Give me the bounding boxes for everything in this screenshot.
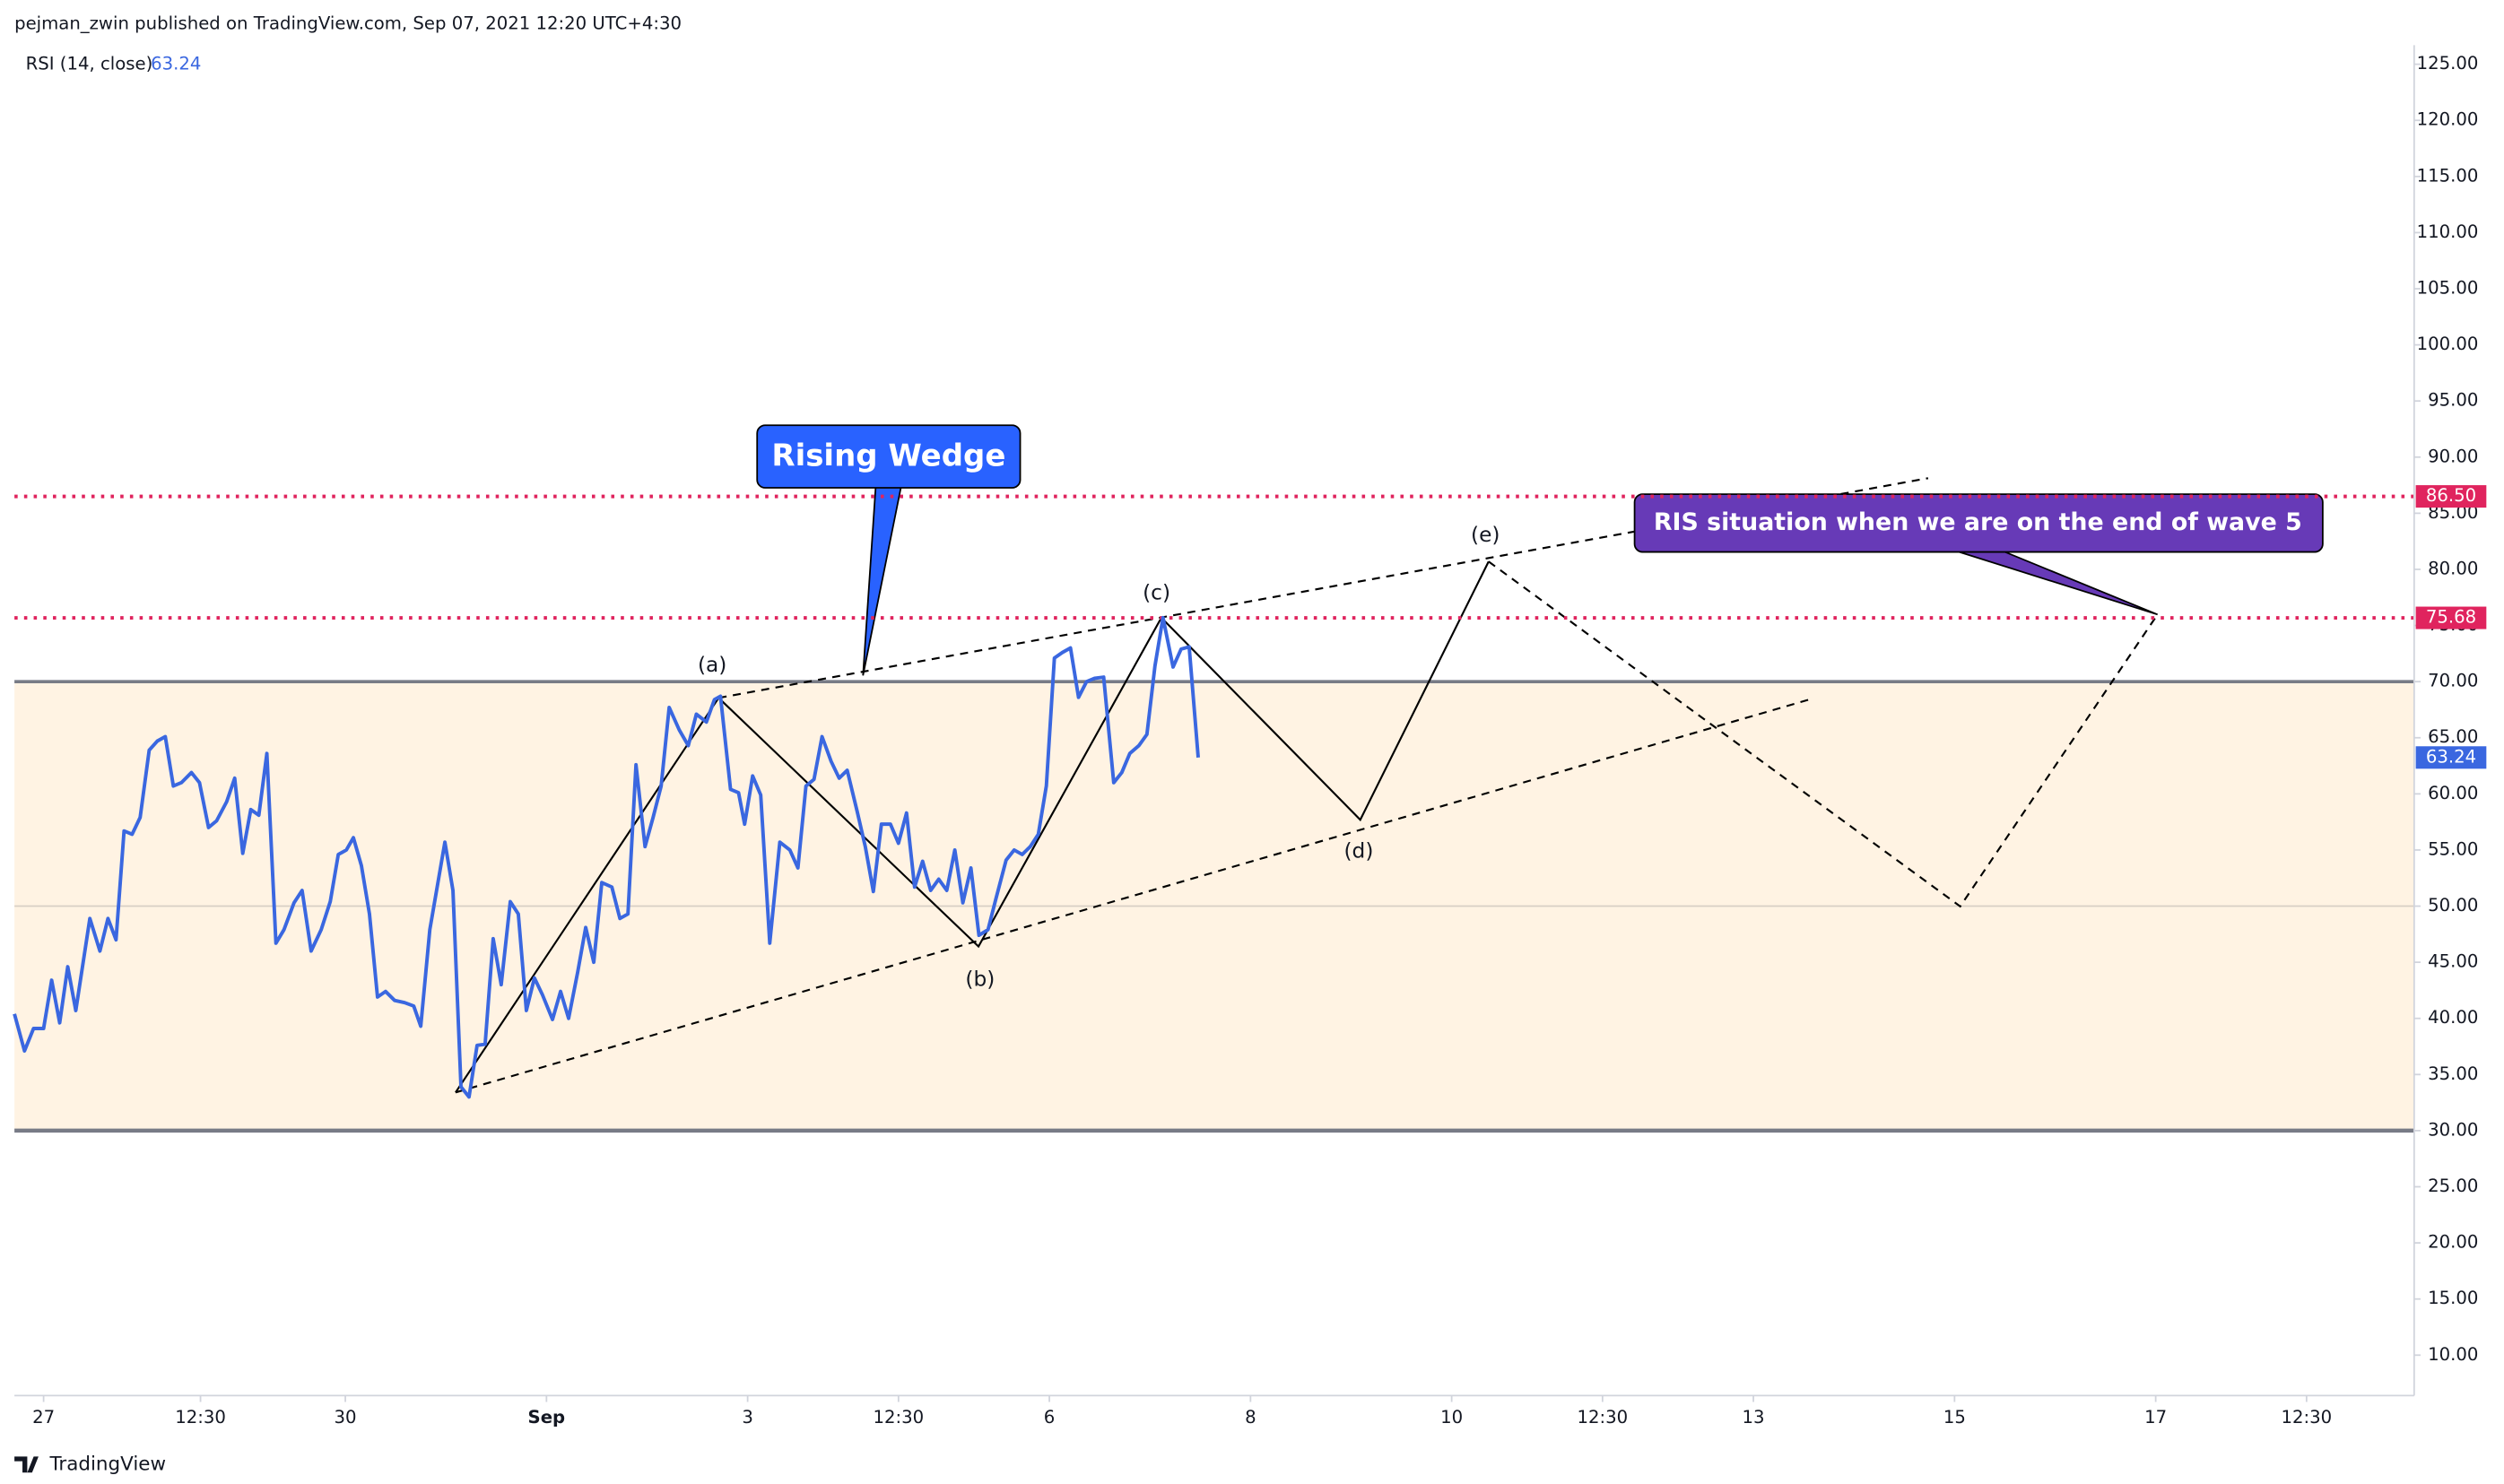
y-tick-label: 65.00 <box>2428 726 2478 747</box>
callout-text: RIS situation when we are on the end of … <box>1654 508 2302 536</box>
callout-box <box>756 424 1022 489</box>
current-tag-label: 63.24 <box>2426 746 2476 767</box>
publish-info: pejman_zwin published on TradingView.com… <box>14 13 682 34</box>
x-tick-label: 27 <box>32 1407 55 1428</box>
level-tag-label: 86.50 <box>2426 485 2476 506</box>
wedge-callout: Rising Wedge <box>756 424 1022 676</box>
x-tick-label: 12:30 <box>874 1407 925 1428</box>
rsi-line <box>13 615 1200 1099</box>
x-tick-label: 12:30 <box>1578 1407 1629 1428</box>
y-tick-label: 110.00 <box>2417 221 2479 242</box>
y-tick-label: 95.00 <box>2428 390 2478 411</box>
y-tick-label: 105.00 <box>2417 278 2479 299</box>
y-tick-label: 120.00 <box>2417 109 2479 130</box>
y-tick-label: 80.00 <box>2428 558 2478 578</box>
wave-label: (e) <box>1471 523 1500 547</box>
callout-text: Rising Wedge <box>771 438 1005 474</box>
y-tick-label: 45.00 <box>2428 951 2478 972</box>
x-tick-label: 6 <box>1044 1407 1056 1428</box>
wedge-upper <box>718 477 1929 699</box>
projection-path <box>1488 560 2159 908</box>
data-layer <box>13 494 2414 1099</box>
level-tag <box>2415 485 2487 508</box>
band-layer <box>14 680 2414 1133</box>
y-tick-label: 40.00 <box>2428 1007 2478 1028</box>
x-tick-label: 12:30 <box>2282 1407 2333 1428</box>
y-tick-label: 20.00 <box>2428 1232 2478 1253</box>
wave-label: (d) <box>1343 839 1373 863</box>
x-tick-label: 15 <box>1943 1407 1966 1428</box>
y-tick-label: 10.00 <box>2428 1344 2478 1365</box>
y-tick-label: 90.00 <box>2428 446 2478 466</box>
wedge-lower <box>455 699 1810 1094</box>
x-tick-label: 12:30 <box>175 1407 226 1428</box>
y-tick-label: 125.00 <box>2417 53 2479 74</box>
x-tick-label: Sep <box>528 1407 566 1428</box>
level-tag-label: 75.68 <box>2426 607 2476 628</box>
y-tick-label: 60.00 <box>2428 783 2478 803</box>
brand-logo <box>14 1456 39 1473</box>
brand: TradingView <box>14 1453 166 1475</box>
y-tick-label: 50.00 <box>2428 895 2478 916</box>
y-tick-label: 30.00 <box>2428 1119 2478 1140</box>
y-tick-label: 100.00 <box>2417 334 2479 354</box>
x-tick-label: 30 <box>335 1407 357 1428</box>
wave-drawing <box>455 477 2159 1094</box>
x-tick-label: 13 <box>1743 1407 1765 1428</box>
wave-label: (a) <box>698 653 726 677</box>
wave-label: (c) <box>1143 581 1170 605</box>
current-tag <box>2415 746 2487 769</box>
y-tick-label: 55.00 <box>2428 838 2478 859</box>
indicator-value: 63.24 <box>151 53 201 74</box>
wave-path <box>455 560 1490 1093</box>
x-tick-label: 8 <box>1245 1407 1256 1428</box>
x-tick-label: 3 <box>742 1407 753 1428</box>
y-tick-label: 70.00 <box>2428 671 2478 691</box>
brand-text: TradingView <box>48 1453 166 1475</box>
y-tick-label: 35.00 <box>2428 1063 2478 1084</box>
y-tick-label: 15.00 <box>2428 1288 2478 1308</box>
level-tag <box>2415 606 2487 629</box>
y-tick-label: 115.00 <box>2417 165 2479 186</box>
callout-box <box>1633 493 2324 553</box>
indicator-name: RSI (14, close) <box>26 53 153 74</box>
x-tick-label: 10 <box>1440 1407 1463 1428</box>
wave-label: (b) <box>965 968 995 992</box>
wave-callout: RIS situation when we are on the end of … <box>1633 493 2324 616</box>
x-tick-label: 17 <box>2144 1407 2167 1428</box>
y-tick-label: 25.00 <box>2428 1176 2478 1196</box>
